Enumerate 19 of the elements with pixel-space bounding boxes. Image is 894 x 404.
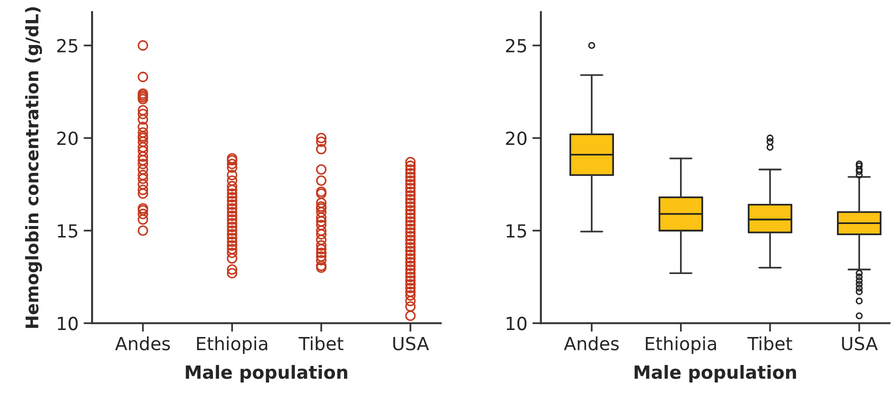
- y-tick-label: 25: [506, 38, 526, 53]
- x-axis-title: Male population: [634, 364, 796, 382]
- y-tick-label: 10: [58, 316, 78, 330]
- y-tick-label: 20: [57, 131, 78, 146]
- y-axis-title: Hemoglobin concentration (g/dL): [25, 7, 42, 328]
- x-tick-label: Ethiopia: [646, 336, 716, 354]
- y-tick-label: 15: [58, 224, 78, 238]
- y-tick-label: 10: [506, 316, 526, 330]
- y-tick-label: 25: [57, 38, 78, 53]
- x-tick-label: USA: [393, 336, 429, 350]
- y-tick-label: 20: [506, 131, 526, 146]
- x-tick-label: Ethiopia: [197, 336, 268, 354]
- x-tick-label: USA: [842, 336, 878, 350]
- x-tick-label: Andes: [564, 336, 619, 350]
- x-axis-title: Male population: [186, 364, 348, 382]
- x-tick-label: Tibet: [298, 336, 344, 350]
- x-tick-label: Tibet: [747, 336, 792, 350]
- x-tick-label: Andes: [115, 336, 170, 350]
- y-tick-label: 15: [506, 224, 526, 238]
